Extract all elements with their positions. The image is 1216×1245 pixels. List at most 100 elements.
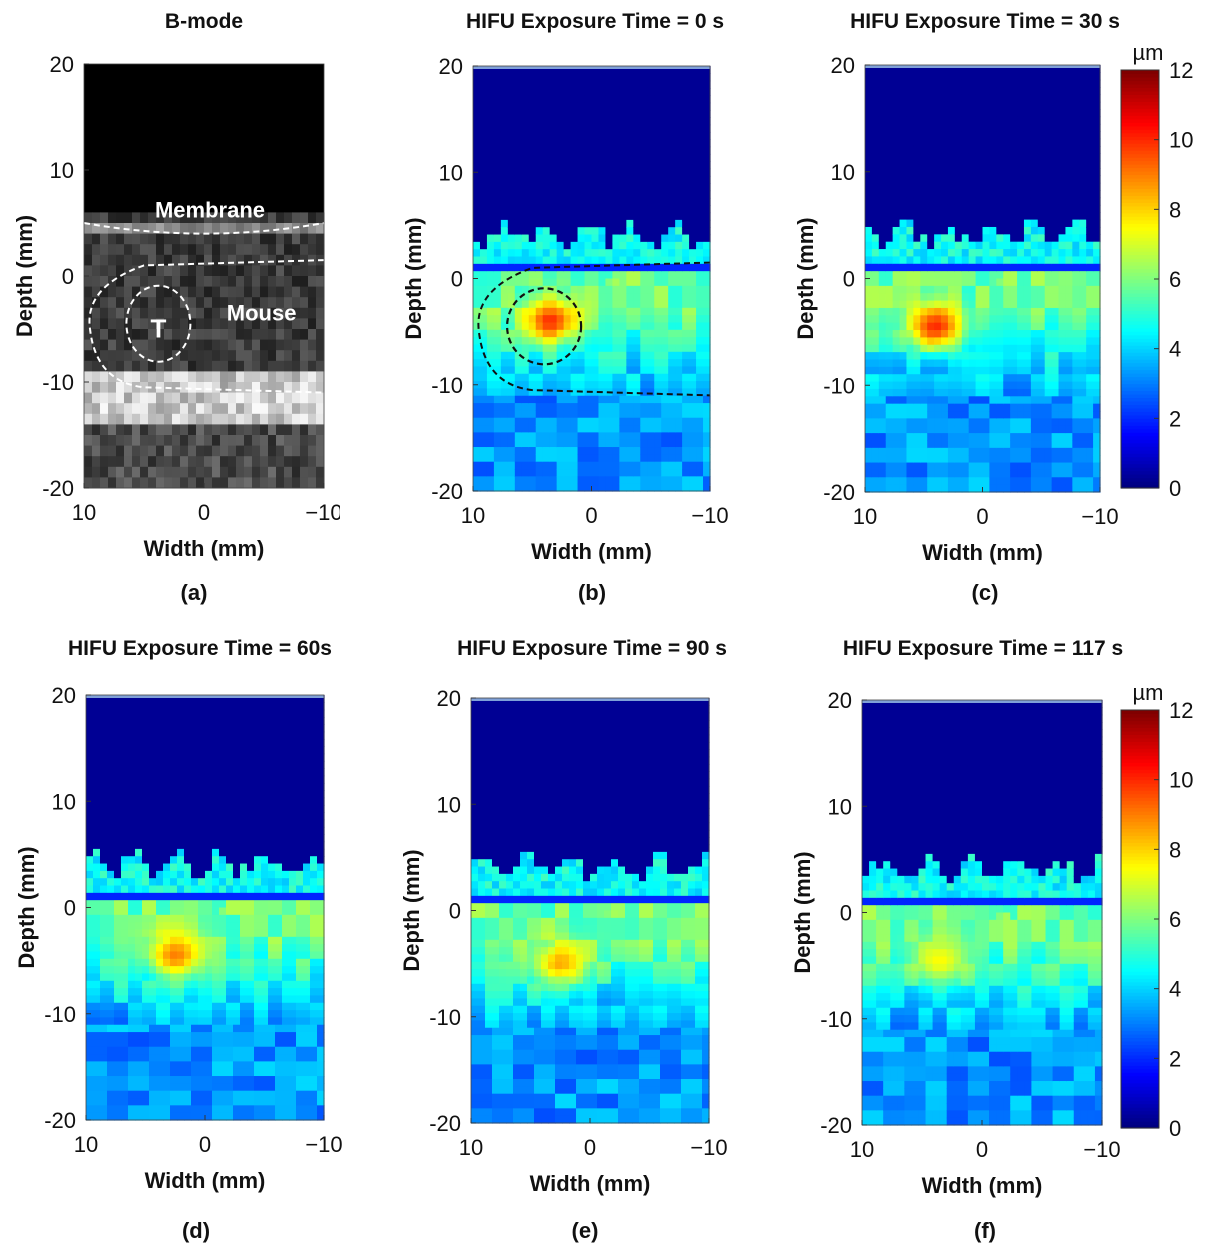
y-tick-label: 0 — [449, 899, 461, 924]
x-tick-label: 0 — [585, 503, 597, 528]
colorbar-unit: µm — [1132, 40, 1163, 65]
x-tick-label: −10 — [691, 503, 728, 528]
y-tick-label: -10 — [431, 373, 463, 398]
colorbar-tick-label: 4 — [1169, 337, 1181, 362]
y-tick-label: -20 — [431, 479, 463, 504]
tumor-label: T — [150, 313, 166, 343]
x-tick-label: −10 — [1081, 504, 1118, 529]
panel-tag-f: (f) — [974, 1218, 996, 1243]
panel-tag-d: (d) — [181, 1218, 211, 1243]
y-tick-label: 0 — [840, 901, 852, 926]
colorbar-tick-label: 10 — [1169, 768, 1193, 793]
y-tick-label: -20 — [820, 1113, 852, 1138]
x-tick-label: 10 — [853, 504, 877, 529]
x-tick-label: 0 — [198, 500, 210, 525]
x-axis-label: Width (mm) — [145, 1168, 266, 1193]
x-tick-label: 10 — [850, 1137, 874, 1162]
colorbar-tick-label: 10 — [1169, 128, 1193, 153]
panel-tag-e: (e) — [571, 1218, 599, 1243]
colorbar-top: µm 0 2 4 6 8 10 12 — [1120, 40, 1193, 501]
colorbar-tick-label: 0 — [1169, 1116, 1181, 1141]
membrane-outline — [83, 222, 325, 235]
y-tick-label: -20 — [429, 1111, 461, 1136]
heatmap-cells — [471, 698, 710, 1124]
colorbar-tick-label: 12 — [1169, 698, 1193, 723]
y-tick-label: 10 — [437, 792, 461, 817]
colorbar-bottom: µm 0 2 4 6 8 10 12 — [1120, 680, 1193, 1141]
colorbar-tick-label: 8 — [1169, 197, 1181, 222]
y-tick-label: 20 — [437, 686, 461, 711]
colorbar-tick-label: 0 — [1169, 476, 1181, 501]
x-tick-label: −10 — [1083, 1137, 1120, 1162]
panel-title-f: HIFU Exposure Time = 117 s — [842, 637, 1124, 660]
y-tick-label: 10 — [828, 794, 852, 819]
panel-title-b: HIFU Exposure Time = 0 s — [465, 10, 725, 33]
y-tick-label: -20 — [42, 476, 74, 501]
heatmap-cells — [862, 700, 1103, 1126]
top-edge-strip — [865, 65, 1100, 68]
y-tick-label: 20 — [52, 683, 76, 708]
top-edge-strip — [862, 700, 1102, 703]
y-tick-label: 20 — [828, 688, 852, 713]
panel-title-c: HIFU Exposure Time = 30 s — [850, 10, 1120, 33]
y-axis-label: Depth (mm) — [793, 217, 818, 339]
colorbar-tick-label: 6 — [1169, 267, 1181, 292]
x-tick-label: 10 — [72, 500, 96, 525]
x-axis-label: Width (mm) — [144, 536, 265, 561]
x-tick-label: 0 — [976, 504, 988, 529]
x-tick-label: 0 — [584, 1135, 596, 1160]
x-tick-label: −10 — [305, 500, 340, 525]
y-tick-label: -20 — [44, 1108, 76, 1133]
heatmap-cells — [865, 65, 1101, 493]
y-tick-label: 0 — [64, 896, 76, 921]
mouse-label: Mouse — [227, 301, 297, 326]
panel-title-d: HIFU Exposure Time = 60s — [68, 637, 332, 660]
panel-title-e: HIFU Exposure Time = 90 s — [457, 637, 727, 660]
x-tick-label: 10 — [74, 1132, 98, 1157]
colorbar-gradient — [1121, 710, 1159, 1129]
y-tick-label: 20 — [831, 53, 855, 78]
x-axis-label: Width (mm) — [530, 1171, 651, 1196]
y-axis-label: Depth (mm) — [401, 217, 426, 339]
y-axis-label: Depth (mm) — [12, 215, 37, 337]
y-tick-label: -10 — [823, 373, 855, 398]
y-axis-label: Depth (mm) — [399, 849, 424, 971]
x-tick-label: −10 — [690, 1135, 727, 1160]
y-tick-label: 10 — [50, 158, 74, 183]
x-axis-label: Width (mm) — [922, 540, 1043, 565]
x-axis-label: Width (mm) — [531, 539, 652, 564]
panel-tag-c: (c) — [971, 580, 999, 605]
x-tick-label: 10 — [459, 1135, 483, 1160]
tumor-outline — [125, 284, 192, 363]
bmode-speckle — [84, 212, 325, 489]
tumor-outline — [506, 287, 583, 366]
colorbar-unit: µm — [1132, 680, 1163, 705]
x-tick-label: 0 — [199, 1132, 211, 1157]
y-tick-label: 0 — [62, 264, 74, 289]
y-tick-label: 10 — [439, 160, 463, 185]
y-tick-label: 10 — [52, 789, 76, 814]
y-tick-label: 0 — [843, 267, 855, 292]
x-axis-label: Width (mm) — [922, 1173, 1043, 1198]
y-tick-label: -10 — [42, 370, 74, 395]
colorbar-tick-label: 8 — [1169, 837, 1181, 862]
y-tick-label: 0 — [451, 267, 463, 292]
y-tick-label: 20 — [50, 52, 74, 77]
top-edge-strip — [473, 66, 710, 69]
mouse-outline — [477, 261, 711, 397]
heatmap-cells — [473, 66, 711, 492]
colorbar-tick-label: 6 — [1169, 907, 1181, 932]
mouse-outline — [88, 259, 325, 394]
heatmap-cells — [86, 695, 325, 1121]
y-axis-label: Depth (mm) — [14, 846, 39, 968]
x-tick-label: 10 — [461, 503, 485, 528]
panel-title-a: B-mode — [164, 10, 244, 33]
y-tick-label: 10 — [831, 160, 855, 185]
y-axis-label: Depth (mm) — [790, 851, 815, 973]
